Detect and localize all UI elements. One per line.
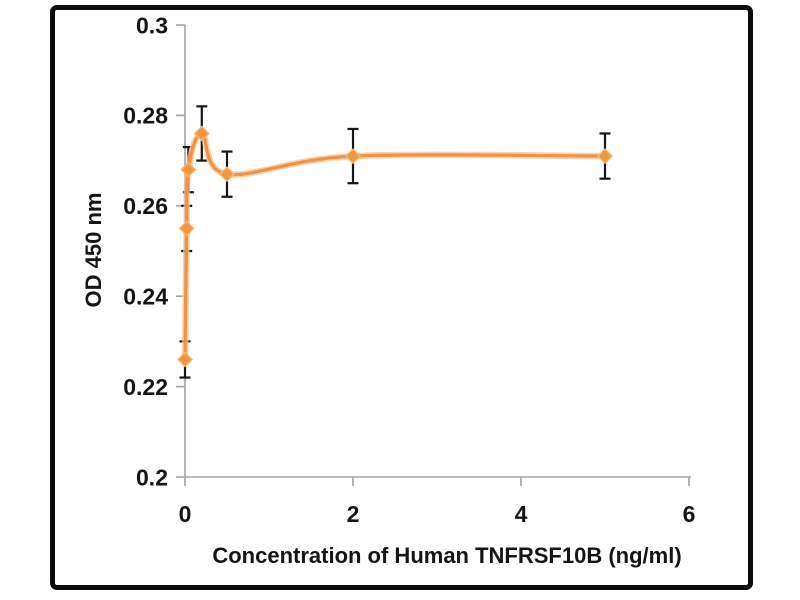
y-tick-label: 0.22 xyxy=(123,374,168,400)
chart-frame xyxy=(50,5,753,590)
y-tick-label: 0.26 xyxy=(123,193,168,219)
data-point-marker xyxy=(180,161,197,178)
data-point-marker xyxy=(345,148,361,165)
series-line xyxy=(183,131,607,362)
data-point-marker xyxy=(597,148,613,165)
data-point-marker xyxy=(177,351,193,368)
x-tick-label: 0 xyxy=(179,501,192,527)
y-tick-label: 0.28 xyxy=(123,103,168,129)
y-tick-label: 0.2 xyxy=(136,464,168,490)
data-point-marker xyxy=(178,220,195,237)
data-point-marker xyxy=(193,125,210,142)
x-tick-label: 2 xyxy=(347,501,360,527)
data-point-marker xyxy=(219,166,235,183)
y-tick-label: 0.24 xyxy=(123,283,168,309)
x-tick-label: 6 xyxy=(683,501,696,527)
x-tick-label: 4 xyxy=(515,501,528,527)
y-tick-label: 0.3 xyxy=(136,12,168,38)
y-axis-title: OD 450 nm xyxy=(81,192,106,308)
series-line-halo xyxy=(181,130,609,363)
x-axis-title: Concentration of Human TNFRSF10B (ng/ml) xyxy=(212,543,682,568)
